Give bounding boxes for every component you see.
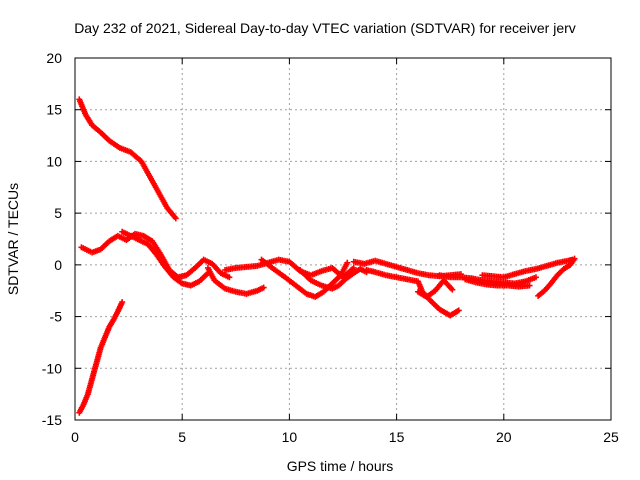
x-tick-label: 5 xyxy=(178,429,186,445)
data-point xyxy=(350,264,357,271)
data-point xyxy=(344,259,351,266)
series-layer xyxy=(76,96,578,416)
data-point xyxy=(571,255,578,262)
axis-ticks xyxy=(74,57,612,421)
x-tick-label: 25 xyxy=(603,429,619,445)
tick-labels: 0 5 10 15 20 25 -15 -10 -5 0 5 10 15 20 xyxy=(42,50,619,445)
data-point xyxy=(532,274,539,281)
x-tick-label: 0 xyxy=(71,429,79,445)
x-axis-label: GPS time / hours xyxy=(287,458,394,474)
y-tick-label: 5 xyxy=(54,205,62,221)
y-axis-label: SDTVAR / TECUs xyxy=(5,183,21,295)
chart-title: Day 232 of 2021, Sidereal Day-to-day VTE… xyxy=(74,20,576,36)
data-point xyxy=(449,286,456,293)
y-tick-label: 20 xyxy=(46,50,62,66)
data-point xyxy=(226,274,233,281)
data-point xyxy=(526,282,533,289)
series-arc-dip-6-9 xyxy=(204,264,267,297)
x-tick-label: 20 xyxy=(496,429,512,445)
y-tick-label: -15 xyxy=(42,412,62,428)
series-arc-19-23 xyxy=(479,256,576,281)
data-point xyxy=(172,215,179,222)
series-arc-near-zero-a xyxy=(78,230,233,281)
data-point xyxy=(455,307,462,314)
series-arc-18-21-b xyxy=(462,276,533,290)
y-tick-label: 15 xyxy=(46,102,62,118)
y-tick-label: 0 xyxy=(54,257,62,273)
series-arc-11-13 xyxy=(297,265,370,292)
y-tick-label: -5 xyxy=(50,309,63,325)
y-tick-label: -10 xyxy=(42,360,62,376)
series-arc-low-rising xyxy=(76,299,126,416)
series-arc-16-18 xyxy=(415,277,456,300)
data-point xyxy=(260,284,267,291)
series-arc-near-zero-b xyxy=(119,228,211,289)
series-arc-high-descending xyxy=(76,96,179,222)
series-arc-17-21 xyxy=(436,272,539,287)
plot-frame xyxy=(74,57,612,421)
x-tick-label: 10 xyxy=(282,429,298,445)
grid-lines xyxy=(75,58,611,420)
series-arc-21-23 xyxy=(535,255,578,299)
x-tick-label: 15 xyxy=(389,429,405,445)
y-tick-label: 10 xyxy=(46,153,62,169)
data-point xyxy=(119,299,126,306)
